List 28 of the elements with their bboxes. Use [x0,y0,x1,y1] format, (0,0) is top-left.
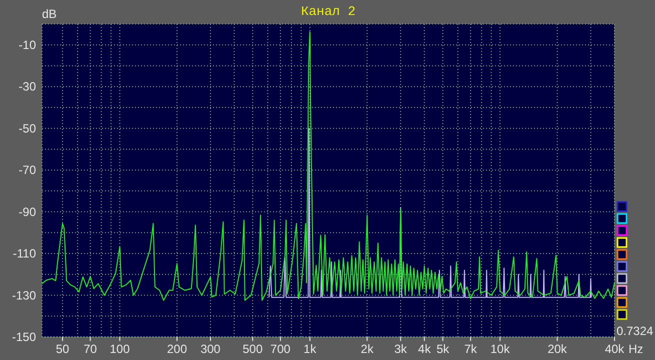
x-tick-label: 500 [242,342,263,356]
x-tick-label: 10k [490,342,511,356]
text: 0.7324 [616,324,654,338]
x-tick-label: 300 [200,342,221,356]
chart-title: Канал 2 [300,4,356,19]
x-tick-label: 2k [360,342,374,356]
y-tick-label: -50 [18,121,36,136]
x-tick-label: 20k [548,342,568,356]
x-tick-label: 40k [604,342,626,356]
y-tick-label: -150 [12,330,36,344]
x-tick-label: 70 [84,342,98,356]
x-axis-title: Hz [628,342,644,356]
x-tick-label: 200 [166,342,188,356]
y-tick-label: -30 [18,80,36,94]
x-tick-label: 100 [110,342,130,356]
x-tick-label: 700 [270,342,291,356]
x-tick-label: 7k [464,342,478,356]
x-tick-label: 3k [394,342,408,356]
y-tick-label: -130 [12,288,36,302]
x-tick-label: 50 [56,342,70,356]
y-tick-label: -90 [18,204,36,219]
y-axis-title: dB [42,7,57,21]
y-tick-label: -10 [18,38,36,52]
y-tick-label: -110 [12,246,36,261]
x-tick-label: 4k [418,342,432,356]
y-tick-label: -70 [18,163,36,178]
x-tick-label: 1k [304,342,318,356]
x-tick-label: 5k [436,342,450,356]
